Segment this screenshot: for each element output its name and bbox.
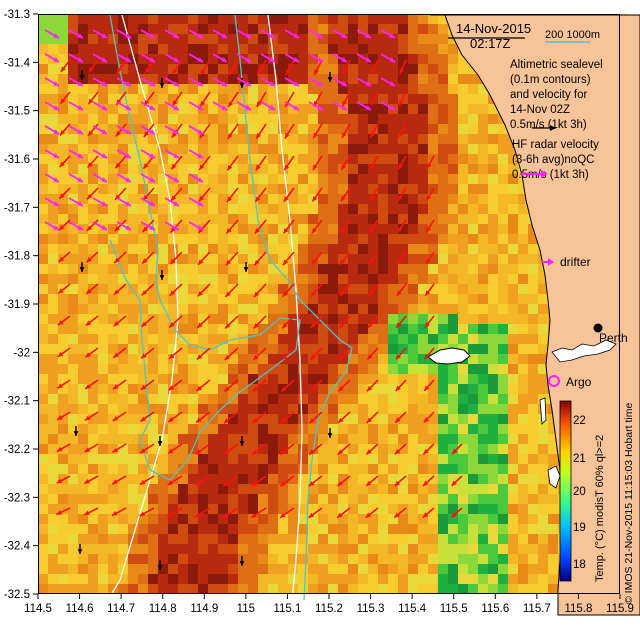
isobath-1000m-line: [107, 14, 179, 601]
x-tick-label: 115.7: [523, 603, 551, 615]
y-tick-label: -31.3: [4, 9, 30, 21]
hf-radar-velocity-vectors: [44, 29, 396, 231]
x-tick-label: 115.4: [398, 603, 427, 615]
y-axis: -31.3 -31.4 -31.5 -31.6 -31.7 -31.8 -31.9 -32 -3…: [4, 9, 38, 601]
altimetry-velocity-vectors: [56, 59, 463, 570]
y-tick-label: -31.5: [4, 106, 30, 118]
y-tick-label: -31.9: [4, 299, 30, 311]
y-tick-label: -32: [13, 347, 30, 359]
hf-radar-legend: HF radar velocity (3-6h avg)noQC 0.5m/s …: [512, 139, 602, 181]
isobath-legend: 200 1000m: [545, 29, 600, 41]
altimetry-scale-arrowhead: [550, 125, 556, 131]
drifter-label: drifter: [560, 255, 591, 269]
peel-inlet: [547, 465, 561, 489]
isobath-1000m-line-2: [267, 14, 303, 601]
x-tick-label: 115.8: [564, 603, 592, 615]
y-tick-label: -32.2: [4, 444, 30, 456]
swan-river: [551, 339, 617, 363]
garden-island: [539, 397, 547, 425]
x-tick-label: 115: [237, 603, 255, 615]
x-tick-label: 115.5: [440, 603, 468, 615]
x-tick-label: 115.9: [606, 603, 634, 615]
y-tick-label: -32.3: [4, 492, 30, 504]
date-label: 14-Nov-2015: [456, 21, 531, 36]
isobaths: [107, 14, 353, 601]
x-tick-label: 114.6: [66, 603, 94, 615]
y-tick-label: -32.5: [4, 589, 30, 601]
rottnest-island: [427, 347, 471, 365]
x-tick-label: 115.6: [481, 603, 509, 615]
colorbar-label: Temp. (°C) modisT 60% ql>=2: [594, 435, 606, 582]
altimetry-legend: Altimetric sealevel (0.1m contours) and …: [510, 59, 606, 131]
svg-text:18: 18: [573, 559, 586, 571]
time-label: 02:17Z: [470, 36, 511, 51]
x-tick-label: 114.8: [149, 603, 177, 615]
y-tick-label: -31.4: [4, 57, 31, 69]
x-tick-label: 115.2: [315, 603, 343, 615]
credit-text: © IMOS 21-Nov-2015 11:15:03 Hobart time: [623, 403, 635, 604]
land-mass: [430, 14, 640, 616]
hf-scale-arrowhead: [541, 170, 548, 178]
svg-text:22: 22: [573, 415, 586, 427]
perth-label: Perth: [599, 331, 628, 345]
x-tick-label: 114.9: [190, 603, 218, 615]
isobath-200m-line: [234, 14, 353, 601]
y-tick-label: -31.8: [4, 251, 30, 263]
argo-label: Argo: [566, 375, 592, 389]
x-tick-label: 115.3: [357, 603, 385, 615]
argo-marker: [548, 375, 560, 387]
svg-text:20: 20: [573, 486, 586, 498]
x-axis: 114.5 114.6 114.7 114.8 114.9 115 115.1 115.2 11…: [24, 594, 634, 615]
y-tick-label: -31.7: [4, 202, 30, 214]
isobath-200m-line-2: [109, 14, 301, 481]
svg-text:19: 19: [573, 522, 586, 534]
x-tick-label: 114.5: [24, 603, 52, 615]
svg-text:21: 21: [573, 453, 586, 465]
perth-marker: [593, 323, 603, 333]
x-tick-label: 114.7: [107, 603, 135, 615]
colorbar: [559, 400, 572, 582]
drifter-arrowhead: [548, 258, 554, 266]
y-tick-label: -32.1: [4, 396, 30, 408]
map-frame: [38, 14, 620, 594]
x-tick-label: 115.1: [273, 603, 301, 615]
y-tick-label: -32.4: [4, 541, 31, 553]
colorbar-ticks: 22 21 20 19 18: [573, 415, 586, 571]
y-tick-label: -31.6: [4, 154, 30, 166]
